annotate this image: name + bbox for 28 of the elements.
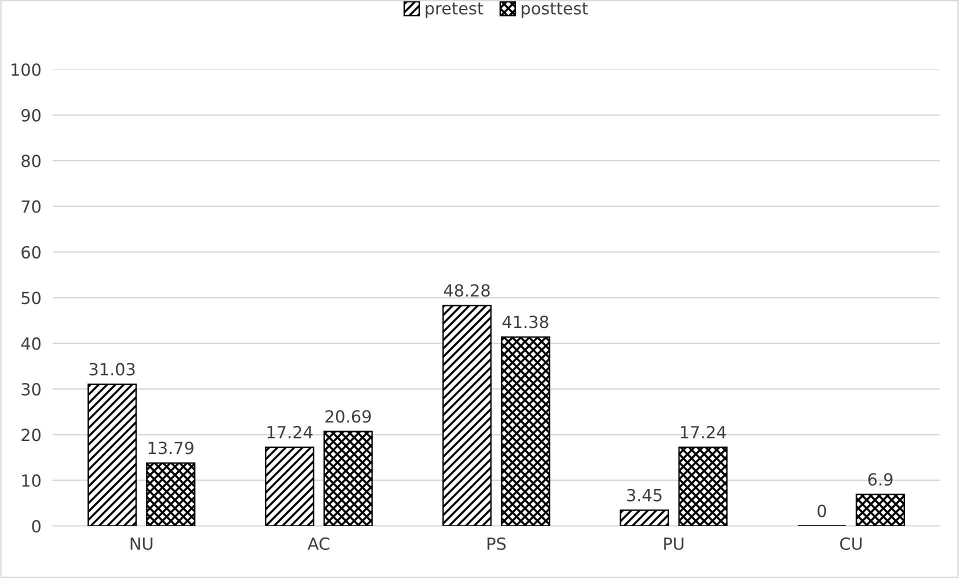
y-tick-label: 40 (21, 337, 41, 350)
x-tick-label: NU (130, 538, 152, 550)
y-tick-label: 10 (22, 474, 41, 487)
y-tick-label: 60 (22, 246, 41, 259)
y-tick-label: 70 (22, 200, 41, 213)
y-tick-label: 80 (22, 154, 41, 168)
y-tick-label: 0 (32, 520, 41, 533)
data-label: 41.38 (502, 316, 548, 328)
data-label: 13.79 (148, 442, 194, 454)
legend-label: pretest (426, 2, 484, 18)
data-label: 17.24 (268, 426, 313, 438)
data-label: 0 (818, 504, 826, 518)
data-label: 48.28 (444, 284, 490, 297)
x-tick-label: AC (308, 537, 330, 550)
data-label: 3.45 (627, 488, 662, 502)
y-tick-label: 30 (22, 382, 41, 396)
data-label: 20.69 (326, 410, 371, 423)
y-tick-label: 90 (21, 108, 41, 122)
x-tick-label: PS (488, 537, 506, 550)
legend-label: posttest (522, 2, 588, 18)
x-tick-label: PU (664, 538, 684, 550)
x-tick-label: CU (840, 537, 862, 550)
y-tick-label: 50 (22, 292, 41, 304)
data-label: 17.24 (680, 426, 726, 438)
y-tick-label: 20 (22, 428, 41, 442)
data-label: 31.03 (90, 362, 135, 376)
y-tick-label: 100 (12, 63, 41, 76)
data-label: 6.9 (868, 473, 892, 486)
